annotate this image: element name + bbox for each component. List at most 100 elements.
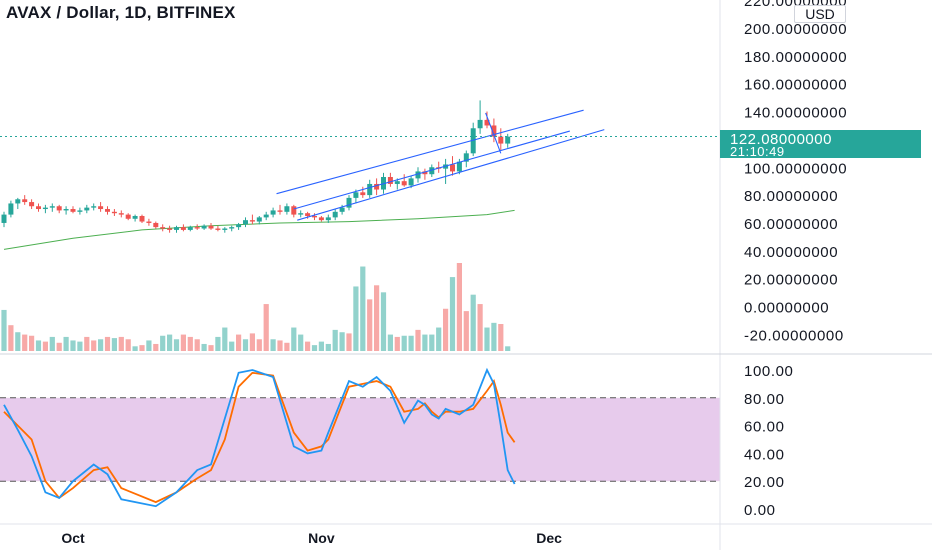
candle-body bbox=[42, 207, 48, 210]
candle-body bbox=[346, 197, 352, 208]
bar-countdown: 21:10:49 bbox=[730, 144, 785, 159]
price-tick-label: 180.00000000 bbox=[744, 49, 847, 66]
candle-body bbox=[49, 206, 55, 208]
volume-bar bbox=[270, 339, 276, 351]
volume-bar bbox=[160, 335, 166, 351]
candle-body bbox=[305, 213, 311, 216]
volume-bar bbox=[236, 334, 242, 351]
candle-body bbox=[56, 206, 62, 211]
candle-body bbox=[84, 207, 90, 211]
candle-body bbox=[505, 136, 511, 144]
price-tick-label: 140.00000000 bbox=[744, 105, 847, 122]
trend-channel-line bbox=[297, 129, 605, 221]
candle-body bbox=[429, 167, 435, 175]
volume-bar bbox=[146, 340, 152, 351]
volume-bar bbox=[111, 338, 117, 351]
candle-body bbox=[146, 221, 152, 223]
candle-body bbox=[374, 183, 380, 190]
candle-body bbox=[215, 228, 221, 230]
volume-bar bbox=[443, 308, 449, 351]
candle-body bbox=[498, 136, 504, 144]
volume-bar bbox=[229, 341, 235, 351]
volume-bar bbox=[56, 342, 62, 351]
chart-title: AVAX / Dollar, 1D, BITFINEX bbox=[6, 3, 236, 22]
candle-body bbox=[408, 178, 414, 186]
volume-bar bbox=[22, 334, 28, 351]
volume-bar bbox=[332, 329, 338, 351]
candle-body bbox=[298, 213, 304, 215]
volume-bar bbox=[256, 339, 262, 351]
candle-body bbox=[470, 128, 476, 154]
price-tick-label: 80.00000000 bbox=[744, 188, 838, 205]
candle-body bbox=[22, 199, 28, 203]
volume-bar bbox=[380, 292, 387, 351]
candle-body bbox=[312, 215, 317, 218]
price-tick-label: 20.00000000 bbox=[744, 272, 838, 289]
volume-bar bbox=[498, 324, 504, 351]
candle-body bbox=[360, 192, 366, 196]
candle-body bbox=[118, 213, 124, 215]
volume-bar bbox=[374, 285, 380, 351]
candle-body bbox=[187, 227, 193, 230]
candle-body bbox=[139, 215, 145, 222]
price-tick-label: 0.00000000 bbox=[744, 300, 829, 317]
volume-bar bbox=[35, 340, 42, 351]
volume-bar bbox=[70, 340, 76, 351]
candle-body bbox=[236, 224, 242, 228]
price-tick-label: 60.00000000 bbox=[744, 216, 838, 233]
last-price-value: 122.08000000 bbox=[730, 131, 832, 148]
volume-bar bbox=[353, 286, 359, 351]
candle-body bbox=[394, 181, 400, 184]
volume-bar bbox=[367, 299, 373, 351]
candle-body bbox=[201, 225, 207, 229]
volume-bar bbox=[339, 332, 345, 351]
volume-bar bbox=[298, 334, 304, 351]
volume-bar bbox=[491, 322, 497, 351]
candle-body bbox=[332, 211, 338, 218]
volume-bar bbox=[449, 277, 456, 351]
candle-body bbox=[222, 228, 228, 230]
candle-body bbox=[63, 209, 69, 211]
candle-body bbox=[153, 222, 159, 228]
currency-selector[interactable]: USD bbox=[794, 5, 846, 23]
stoch-band bbox=[0, 397, 720, 482]
candle-body bbox=[401, 181, 407, 186]
candle-body bbox=[105, 209, 110, 212]
candle-body bbox=[15, 199, 21, 204]
candle-body bbox=[111, 211, 117, 214]
volume-bar bbox=[187, 336, 193, 351]
volume-bar bbox=[477, 304, 483, 351]
volume-bar bbox=[305, 341, 311, 351]
candle-body bbox=[29, 202, 35, 207]
candle-body bbox=[160, 227, 166, 229]
candle-body bbox=[167, 228, 173, 230]
volume-bar bbox=[505, 346, 511, 351]
candle-body bbox=[491, 125, 497, 137]
candle-body bbox=[98, 206, 104, 210]
candle-body bbox=[367, 183, 373, 196]
volume-bar bbox=[394, 336, 400, 351]
volume-bar bbox=[470, 294, 476, 351]
volume-bar bbox=[436, 327, 442, 351]
volume-bar bbox=[222, 327, 228, 351]
volume-bar bbox=[422, 334, 428, 351]
moving-average-line bbox=[3, 209, 515, 250]
stoch-tick-label: 100.00 bbox=[744, 363, 793, 380]
candle-body bbox=[229, 227, 235, 229]
volume-bar bbox=[84, 336, 90, 351]
candle-body bbox=[339, 207, 345, 212]
volume-bar bbox=[201, 343, 207, 351]
volume-bar bbox=[29, 335, 35, 351]
volume-bar bbox=[387, 334, 393, 351]
volume-bar bbox=[401, 335, 407, 351]
candle-body bbox=[422, 171, 428, 175]
price-tick-label: 40.00000000 bbox=[744, 244, 838, 261]
volume-bar bbox=[42, 341, 48, 351]
candle-body bbox=[477, 119, 483, 129]
volume-bar bbox=[194, 339, 200, 351]
candle-body bbox=[243, 220, 248, 225]
candle-body bbox=[174, 227, 179, 230]
price-tick-label: 200.00000000 bbox=[744, 21, 847, 38]
candle-body bbox=[318, 217, 324, 221]
